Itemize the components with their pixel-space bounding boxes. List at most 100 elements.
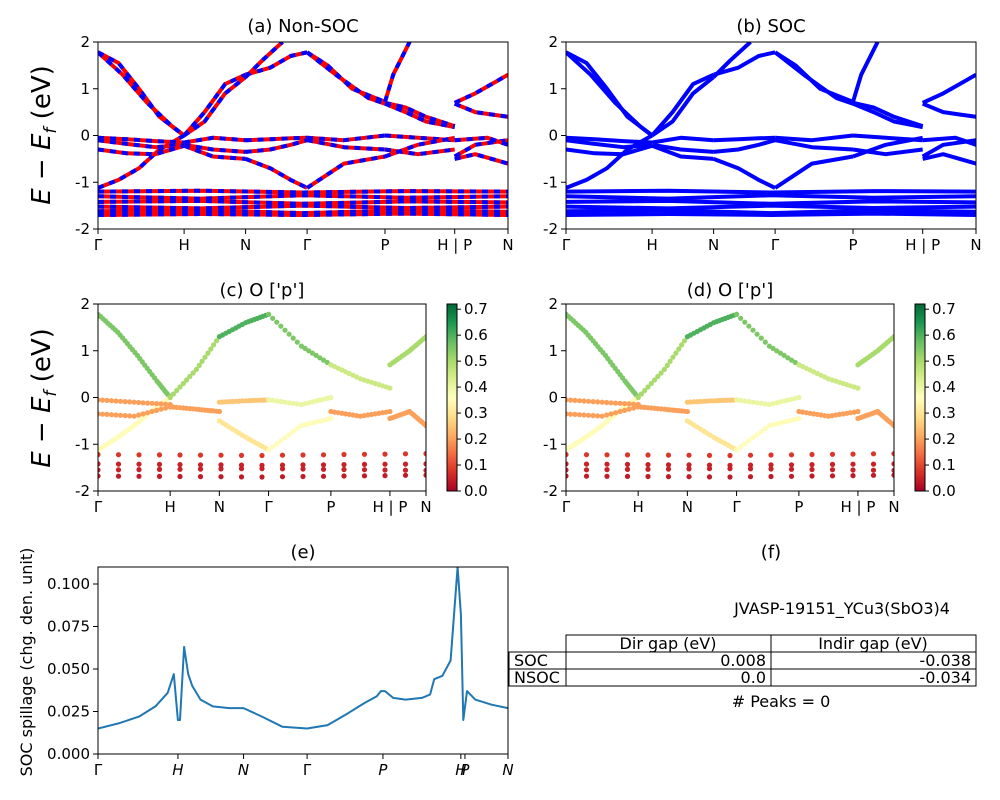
band-point-c xyxy=(190,370,196,376)
x-tick-label-d: H xyxy=(633,498,644,516)
band-point-c xyxy=(290,335,296,341)
y-tick-label-d: 1 xyxy=(548,342,558,360)
band-point-d xyxy=(658,370,664,376)
band-point-d xyxy=(655,373,661,380)
band-line-nonsoc-dash xyxy=(98,203,508,211)
x-tick-label-b: Γ xyxy=(562,236,571,254)
band-point-d xyxy=(706,462,713,468)
x-tick-label-d: P xyxy=(794,498,803,516)
x-tick-label-d: N xyxy=(888,498,899,516)
colorbar-tick-label-c: 0.5 xyxy=(464,352,488,370)
band-point-d xyxy=(604,473,610,479)
band-point-d xyxy=(762,401,768,407)
band-point-d xyxy=(583,461,590,467)
band-point-c xyxy=(136,461,142,467)
band-point-c xyxy=(286,432,292,438)
band-line-soc xyxy=(566,203,976,211)
x-tick-label-d: Γ xyxy=(562,498,571,516)
band-point-c xyxy=(266,397,272,403)
band-point-c xyxy=(131,399,137,405)
y-tick-label-d: -2 xyxy=(543,482,558,500)
band-point-d xyxy=(617,400,623,406)
band-point-c xyxy=(279,474,286,480)
band-line-soc xyxy=(566,193,976,201)
band-point-d xyxy=(673,350,679,356)
band-point-c xyxy=(177,473,183,480)
band-point-c xyxy=(238,466,245,472)
x-tick-label-b: N xyxy=(708,236,719,254)
band-point-c xyxy=(382,473,388,479)
panel-c: -2 -1 0 1 2 Γ H N Γ P H | P N xyxy=(75,295,432,516)
band-point-d xyxy=(608,400,614,406)
y-tick-label-c: 2 xyxy=(80,295,90,313)
band-point-c xyxy=(115,473,122,479)
band-point-c xyxy=(423,472,426,478)
band-line-soc xyxy=(774,154,854,190)
band-point-c xyxy=(205,350,211,356)
band-point-d xyxy=(599,413,605,419)
colorbar-tick-label-d: 0.0 xyxy=(932,482,956,500)
band-point-c xyxy=(208,346,214,352)
band-point-d xyxy=(738,397,744,403)
band-point-c xyxy=(218,462,224,468)
y-tick-label-c: 1 xyxy=(80,342,90,360)
band-point-d xyxy=(624,466,631,472)
band-line-nonsoc-dash xyxy=(98,188,508,195)
band-point-d xyxy=(583,473,590,479)
band-point-c xyxy=(317,355,323,361)
x-tick-label-d: H | P xyxy=(840,498,875,516)
band-point-c xyxy=(163,405,169,411)
x-tick-label-e: P xyxy=(378,761,388,779)
band-point-d xyxy=(762,339,768,345)
band-point-c xyxy=(294,401,300,407)
band-point-d xyxy=(648,380,654,387)
band-line-soc xyxy=(566,138,653,150)
band-point-d xyxy=(770,345,776,351)
band-point-c xyxy=(136,399,142,406)
band-point-d xyxy=(652,377,658,383)
band-point-c xyxy=(402,472,409,478)
panel-a: -2 -1 0 1 2 Γ H N Γ P H | P N xyxy=(75,33,514,254)
panel-c-title: (c) O ['p'] xyxy=(220,280,305,301)
band-point-d xyxy=(870,472,877,478)
band-line-nonsoc-dash xyxy=(183,142,246,154)
band-point-c xyxy=(197,452,204,458)
band-line-soc xyxy=(566,211,976,217)
band-point-d xyxy=(624,452,631,458)
band-point-c xyxy=(108,398,115,404)
band-point-d xyxy=(665,462,672,468)
band-point-c xyxy=(274,319,280,325)
x-tick-label-c: N xyxy=(214,498,225,516)
band-point-d xyxy=(595,413,601,419)
band-point-c xyxy=(167,394,173,401)
band-point-c xyxy=(140,411,146,417)
band-point-c xyxy=(361,473,368,479)
y-tick-label-d: 2 xyxy=(548,295,558,313)
band-point-d xyxy=(891,461,894,467)
band-point-d xyxy=(781,352,787,358)
band-point-c xyxy=(193,366,199,372)
x-tick-label-b: H | P xyxy=(905,236,940,254)
band-point-c xyxy=(197,462,204,468)
band-line-nonsoc-dash xyxy=(306,138,386,152)
band-point-c xyxy=(423,467,426,473)
band-line-soc xyxy=(651,142,714,154)
band-point-d xyxy=(686,462,692,468)
band-line-soc xyxy=(774,133,854,143)
band-point-c xyxy=(98,473,101,479)
band-point-c xyxy=(131,413,137,419)
band-point-d xyxy=(670,354,676,360)
band-point-c xyxy=(270,397,276,403)
colorbar-tick-label-c: 0.6 xyxy=(464,326,488,344)
band-line-soc xyxy=(921,101,976,119)
points-d xyxy=(566,311,894,480)
band-point-d xyxy=(796,394,802,401)
y-tick-label-b: -1 xyxy=(543,173,558,191)
band-line-nonsoc-dash xyxy=(98,211,508,217)
band-point-c xyxy=(259,474,265,480)
x-tick-label-b: P xyxy=(848,236,857,254)
band-point-c xyxy=(282,435,288,441)
band-line-soc xyxy=(650,75,715,138)
band-point-c xyxy=(113,398,119,404)
band-point-c xyxy=(196,362,202,368)
